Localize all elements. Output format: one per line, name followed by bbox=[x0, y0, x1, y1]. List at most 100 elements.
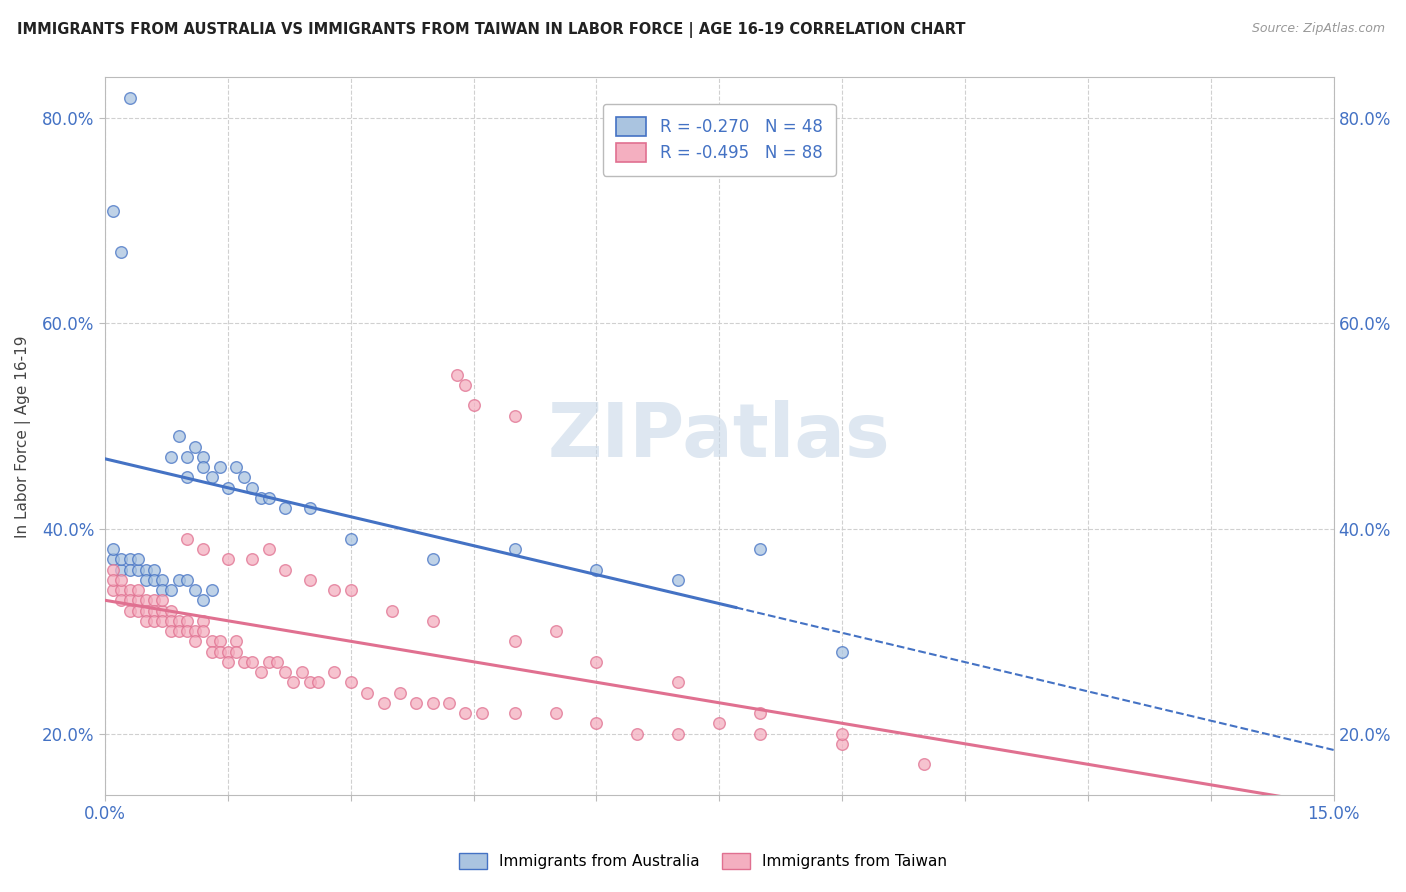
Point bbox=[503, 634, 526, 648]
Point bbox=[544, 624, 567, 638]
Point bbox=[110, 244, 132, 259]
Point bbox=[454, 706, 477, 720]
Point bbox=[135, 603, 157, 617]
Point bbox=[103, 203, 125, 218]
Point bbox=[339, 532, 361, 546]
Point bbox=[176, 450, 198, 464]
Point bbox=[323, 582, 346, 597]
Point bbox=[118, 91, 141, 105]
Point bbox=[266, 655, 288, 669]
Point bbox=[135, 593, 157, 607]
Point bbox=[323, 665, 346, 679]
Point bbox=[159, 582, 181, 597]
Point bbox=[709, 716, 731, 731]
Point bbox=[471, 706, 494, 720]
Point bbox=[249, 491, 271, 505]
Point bbox=[585, 655, 607, 669]
Point bbox=[118, 582, 141, 597]
Point bbox=[298, 675, 321, 690]
Point bbox=[242, 655, 264, 669]
Point bbox=[118, 593, 141, 607]
Point bbox=[135, 614, 157, 628]
Point bbox=[405, 696, 427, 710]
Point bbox=[200, 644, 222, 658]
Point bbox=[831, 644, 853, 658]
Point bbox=[274, 501, 297, 516]
Point bbox=[127, 582, 149, 597]
Point bbox=[217, 655, 239, 669]
Point bbox=[127, 603, 149, 617]
Point bbox=[103, 582, 125, 597]
Point bbox=[446, 368, 468, 382]
Point bbox=[257, 491, 280, 505]
Point bbox=[176, 614, 198, 628]
Point bbox=[503, 706, 526, 720]
Point bbox=[159, 624, 181, 638]
Point bbox=[159, 614, 181, 628]
Text: Source: ZipAtlas.com: Source: ZipAtlas.com bbox=[1251, 22, 1385, 36]
Point bbox=[200, 470, 222, 484]
Point bbox=[176, 532, 198, 546]
Point bbox=[193, 593, 215, 607]
Text: IMMIGRANTS FROM AUSTRALIA VS IMMIGRANTS FROM TAIWAN IN LABOR FORCE | AGE 16-19 C: IMMIGRANTS FROM AUSTRALIA VS IMMIGRANTS … bbox=[17, 22, 966, 38]
Point bbox=[666, 675, 689, 690]
Point bbox=[143, 614, 166, 628]
Point bbox=[233, 470, 256, 484]
Point bbox=[135, 562, 157, 576]
Point bbox=[912, 849, 935, 863]
Point bbox=[257, 655, 280, 669]
Point bbox=[127, 593, 149, 607]
Point bbox=[167, 614, 190, 628]
Point bbox=[176, 624, 198, 638]
Point bbox=[749, 726, 772, 740]
Point bbox=[454, 378, 477, 392]
Point bbox=[666, 573, 689, 587]
Point bbox=[585, 562, 607, 576]
Point bbox=[208, 634, 231, 648]
Point bbox=[242, 552, 264, 566]
Point bbox=[225, 644, 247, 658]
Point bbox=[912, 757, 935, 772]
Point bbox=[135, 573, 157, 587]
Point bbox=[373, 696, 395, 710]
Point bbox=[422, 696, 444, 710]
Point bbox=[339, 582, 361, 597]
Point bbox=[388, 685, 411, 699]
Point bbox=[150, 614, 173, 628]
Point bbox=[118, 552, 141, 566]
Point bbox=[257, 541, 280, 556]
Point bbox=[143, 603, 166, 617]
Point bbox=[193, 541, 215, 556]
Point bbox=[159, 450, 181, 464]
Point bbox=[356, 685, 378, 699]
Point bbox=[127, 552, 149, 566]
Point bbox=[110, 552, 132, 566]
Point bbox=[167, 573, 190, 587]
Point bbox=[233, 655, 256, 669]
Point bbox=[143, 573, 166, 587]
Legend: Immigrants from Australia, Immigrants from Taiwan: Immigrants from Australia, Immigrants fr… bbox=[453, 847, 953, 875]
Point bbox=[225, 460, 247, 475]
Point bbox=[103, 552, 125, 566]
Point bbox=[626, 726, 648, 740]
Point bbox=[831, 726, 853, 740]
Point bbox=[381, 603, 404, 617]
Point bbox=[666, 726, 689, 740]
Point bbox=[193, 614, 215, 628]
Point bbox=[242, 481, 264, 495]
Point bbox=[200, 634, 222, 648]
Point bbox=[193, 460, 215, 475]
Text: ZIPatlas: ZIPatlas bbox=[548, 400, 890, 473]
Point bbox=[422, 614, 444, 628]
Point bbox=[184, 582, 207, 597]
Point bbox=[118, 562, 141, 576]
Point bbox=[339, 675, 361, 690]
Point bbox=[422, 552, 444, 566]
Point bbox=[184, 634, 207, 648]
Point bbox=[831, 737, 853, 751]
Point bbox=[217, 481, 239, 495]
Point bbox=[176, 573, 198, 587]
Point bbox=[150, 603, 173, 617]
Point bbox=[225, 634, 247, 648]
Point bbox=[110, 573, 132, 587]
